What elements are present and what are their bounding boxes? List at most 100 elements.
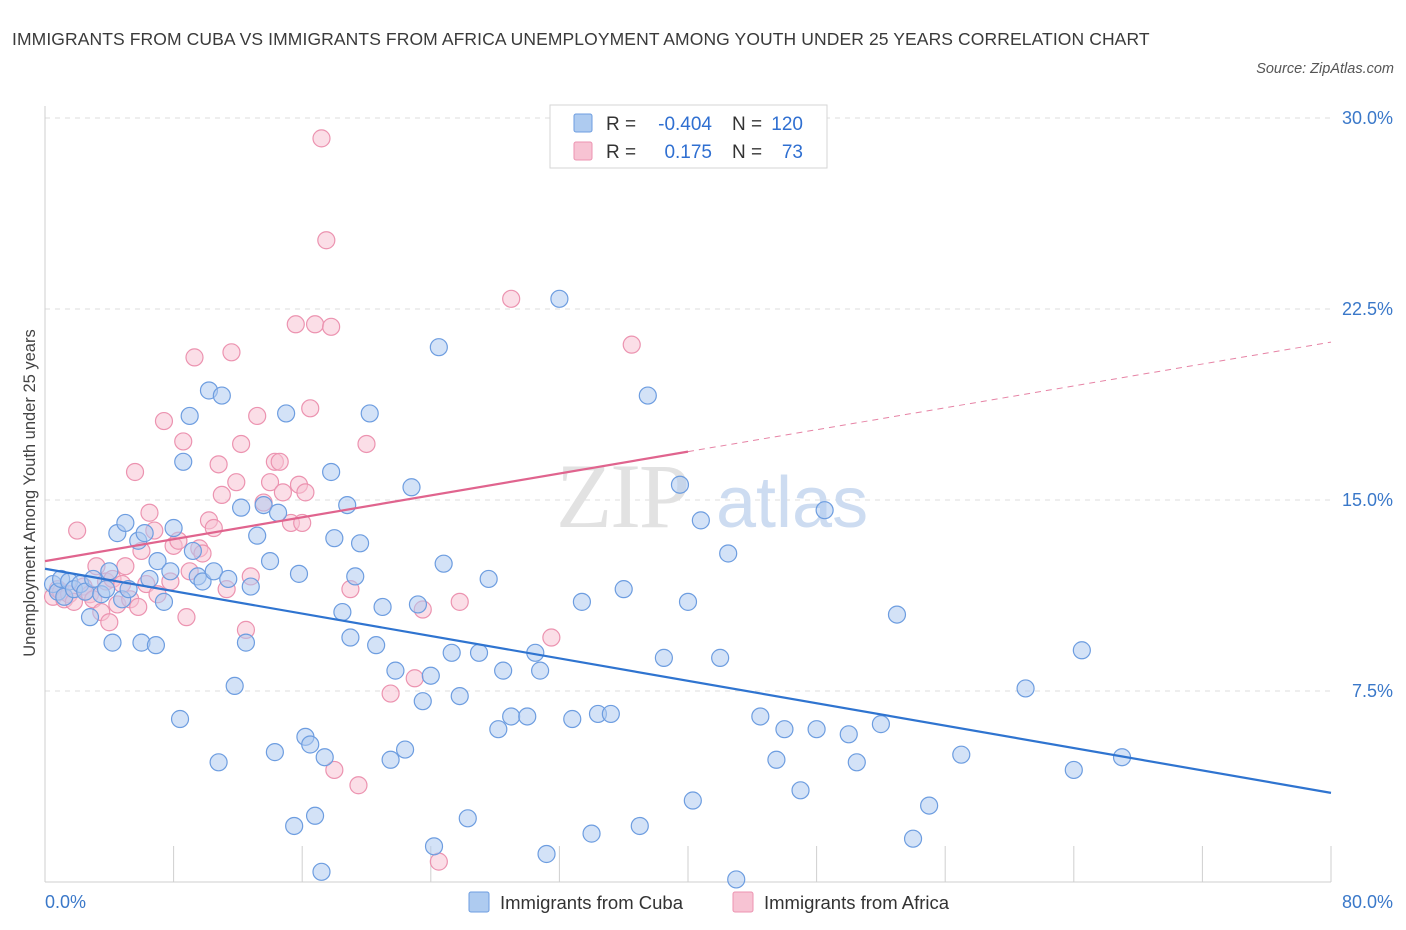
cuba-point [479,569,498,589]
africa-point [381,684,400,703]
bottom-legend: Immigrants from Cuba Immigrants from Afr… [468,891,950,913]
cuba-point [395,740,415,759]
cuba-point [952,745,971,764]
cuba-point [225,676,244,696]
cuba-point [1072,641,1091,660]
africa-point [305,315,325,334]
africa-point [185,348,204,367]
cuba-point [381,750,400,769]
africa-point [209,455,228,474]
cuba-point [367,636,386,655]
legend-frame [549,104,828,169]
africa-point [405,669,424,688]
cuba-point [116,513,135,533]
cuba-point [531,661,550,680]
africa-point [68,521,87,540]
africa-trend-line [44,450,689,563]
cuba-point [161,562,180,581]
africa-point [232,434,251,454]
cuba-point [654,648,673,667]
cuba-point [232,498,251,517]
cuba-point [711,648,730,667]
y-axis-label: Unemployment Among Youth under 25 years [21,329,39,656]
legend-swatch-cuba [573,113,593,133]
cuba-point [164,518,183,538]
cuba-point [791,781,810,800]
africa-point [317,231,336,250]
cuba-point [582,824,601,843]
x-axis-ticks [44,846,1332,882]
cuba-point [265,743,284,762]
legend-box: R = -0.404 N = 120 R = 0.175 N = 73 [549,104,828,169]
y-tick-label: 30.0% [1342,108,1393,128]
cuba-point [103,633,122,652]
cuba-point [494,661,513,680]
cuba-point [807,720,826,739]
africa-point [301,399,320,418]
africa-point [273,483,293,502]
cuba-point [469,643,489,662]
cuba-point [146,636,166,655]
cuba-point [691,511,710,530]
africa-point [286,315,305,334]
cuba-point [502,707,521,726]
africa-point [140,503,159,522]
cuba-point [815,501,834,520]
cuba-point [839,725,858,744]
africa-point [450,592,469,611]
cuba-point [775,720,794,739]
bottom-legend-swatch-cuba [468,891,490,913]
africa-point [322,317,341,336]
x-tick-label-min: 0.0% [45,892,86,912]
trend-lines [44,341,1332,794]
cuba-point [537,844,556,864]
cuba-point [630,816,649,836]
cuba-point [614,580,633,599]
cuba-point [408,595,428,614]
africa-point [357,434,376,454]
cuba-point [248,526,267,545]
africa-point [248,406,267,426]
cuba-point [193,572,212,591]
cuba-point [148,552,167,571]
africa-point [622,335,641,354]
cuba-point [429,338,448,357]
cuba-point [80,608,100,627]
africa-point [212,485,231,505]
legend-swatch-africa [573,141,593,161]
africa-point [154,411,174,431]
y-tick-label: 7.5% [1352,681,1393,701]
cuba-point [458,809,477,828]
cuba-point [434,554,453,573]
legend-n-label-africa: N = [732,142,762,163]
cuba-point [767,750,786,769]
cuba-point [871,715,891,734]
cuba-point [346,567,365,586]
cuba-point [719,544,738,563]
cuba-point [518,707,537,726]
cuba-point [424,837,444,856]
legend-r-value-africa: 0.175 [664,142,712,163]
cuba-point [920,796,939,815]
cuba-point [204,562,223,581]
africa-point [227,473,246,492]
legend-n-label-cuba: N = [732,114,762,135]
cuba-point [154,592,174,611]
cuba-point [550,289,569,308]
cuba-point [683,791,702,810]
chart-title: IMMIGRANTS FROM CUBA VS IMMIGRANTS FROM … [12,29,1150,49]
legend-r-label-cuba: R = [606,114,636,135]
bottom-legend-label-africa: Immigrants from Africa [764,892,950,913]
cuba-point [315,748,334,767]
africa-point [349,776,368,795]
cuba-point [219,569,238,589]
africa-point [429,852,448,871]
africa-point [116,557,135,576]
africa-trend-line-projection [687,341,1332,453]
cuba-point [174,452,193,471]
cuba-point [563,709,582,729]
africa-point [325,760,344,780]
cuba-point [236,633,256,652]
africa-point [222,343,241,362]
africa-point [177,608,196,627]
